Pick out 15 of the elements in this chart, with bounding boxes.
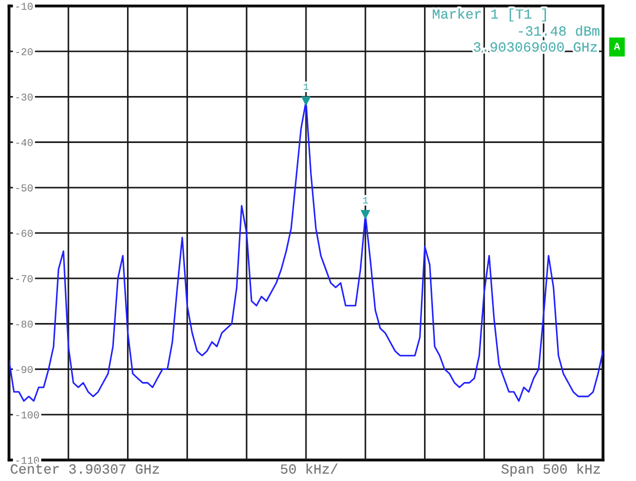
y-tick-label: -30 <box>16 94 33 101</box>
y-tick-label: -70 <box>16 275 33 282</box>
text: Center 3.90307 GHz <box>10 464 159 474</box>
text: Span 500 kHz <box>502 464 600 476</box>
text: A <box>614 42 620 50</box>
y-tick-label: -80 <box>16 320 33 328</box>
y-tick-label: -110 <box>16 456 39 464</box>
text: 50 kHz/ <box>280 464 338 474</box>
y-tick-label: -90 <box>16 366 33 374</box>
y-tick-label: -100 <box>16 411 39 418</box>
y-tick-label: -10 <box>16 2 33 10</box>
y-tick-label: -50 <box>16 184 33 192</box>
y-tick-label: -60 <box>16 230 33 237</box>
y-tick-label: -40 <box>16 139 33 146</box>
y-tick-label: -20 <box>16 48 33 56</box>
